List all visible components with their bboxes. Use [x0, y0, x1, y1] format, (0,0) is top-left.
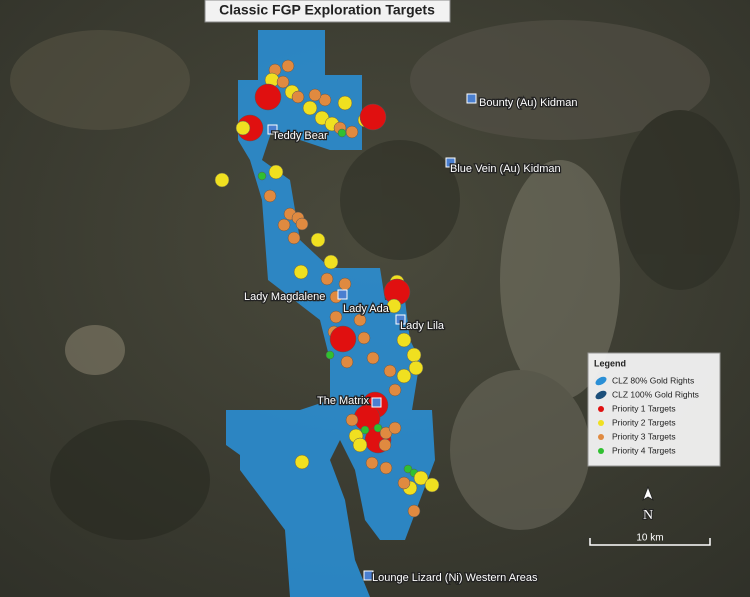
target-dot — [357, 331, 371, 345]
target-dot — [281, 59, 295, 73]
target-dot — [406, 347, 422, 363]
target-dot — [413, 470, 429, 486]
legend-swatch — [595, 376, 607, 386]
place-label: The Matrix — [317, 395, 369, 407]
target-dot — [340, 355, 354, 369]
target-dot — [424, 477, 440, 493]
target-dot — [263, 189, 277, 203]
place-label: Bounty (Au) Kidman — [479, 97, 577, 109]
target-dot — [345, 413, 359, 427]
target-dot — [397, 476, 411, 490]
target-dot — [277, 218, 291, 232]
target-dot — [360, 425, 370, 435]
north-arrow: N — [642, 485, 654, 524]
target-dot — [388, 383, 402, 397]
legend-item: CLZ 100% Gold Rights — [612, 389, 699, 399]
place-markers — [267, 93, 477, 581]
target-dot — [302, 100, 318, 116]
target-dot — [320, 272, 334, 286]
target-dot — [323, 254, 339, 270]
target-dot — [396, 368, 412, 384]
title: Classic FGP Exploration Targets — [219, 2, 435, 18]
scale-bar: 10 km — [589, 533, 711, 546]
target-dot — [396, 332, 412, 348]
target-dot — [388, 421, 402, 435]
target-dot — [337, 128, 347, 138]
legend-swatch — [598, 420, 604, 426]
legend-item: Priority 2 Targets — [612, 417, 676, 427]
target-dot — [257, 171, 267, 181]
legend-item: Priority 3 Targets — [612, 431, 676, 441]
target-dot — [276, 75, 290, 89]
target-dot — [379, 461, 393, 475]
target-dot — [408, 360, 424, 376]
place-label: Lady Lila — [400, 320, 445, 332]
legend-swatch — [595, 390, 607, 400]
target-dot — [338, 277, 352, 291]
legend-swatch — [598, 448, 604, 454]
target-dot — [373, 423, 383, 433]
target-dot — [214, 172, 230, 188]
target-dot — [268, 164, 284, 180]
legend-item: Priority 4 Targets — [612, 445, 676, 455]
target-dot — [293, 264, 309, 280]
target-dot — [353, 313, 367, 327]
legend-swatch — [598, 434, 604, 440]
place-label: Blue Vein (Au) Kidman — [450, 163, 561, 175]
target-dot — [403, 464, 413, 474]
target-dot — [294, 454, 310, 470]
target-dot — [254, 83, 282, 111]
place-label: Teddy Bear — [272, 130, 328, 142]
target-dot — [359, 103, 387, 131]
target-dot — [329, 325, 357, 353]
target-dot — [325, 350, 335, 360]
legend-title: Legend — [594, 358, 626, 368]
target-dot — [352, 437, 368, 453]
targets — [214, 59, 440, 518]
target-dot — [378, 438, 392, 452]
terrain — [10, 20, 740, 540]
target-dot — [366, 351, 380, 365]
place-label: Lounge Lizard (Ni) Western Areas — [372, 572, 538, 584]
target-dot — [235, 120, 251, 136]
target-dot — [291, 90, 305, 104]
target-dot — [386, 298, 402, 314]
place-label: Lady Ada — [343, 303, 390, 315]
north-label: N — [643, 508, 653, 523]
target-dot — [365, 456, 379, 470]
target-dot — [345, 125, 359, 139]
target-dot — [407, 504, 421, 518]
legend: Legend CLZ 80% Gold Rights CLZ 100% Gold… — [587, 352, 721, 467]
target-dot — [287, 231, 301, 245]
title-box: Classic FGP Exploration Targets — [204, 0, 451, 23]
target-dot — [295, 217, 309, 231]
target-dot — [310, 232, 326, 248]
target-dot — [383, 364, 397, 378]
target-dot — [337, 95, 353, 111]
scale-label: 10 km — [636, 533, 663, 544]
legend-swatch — [598, 406, 604, 412]
legend-item: Priority 1 Targets — [612, 403, 676, 413]
legend-item: CLZ 80% Gold Rights — [612, 375, 694, 385]
place-label: Lady Magdalene — [244, 291, 325, 303]
target-dot — [318, 93, 332, 107]
target-dot — [329, 310, 343, 324]
target-dot — [308, 88, 322, 102]
